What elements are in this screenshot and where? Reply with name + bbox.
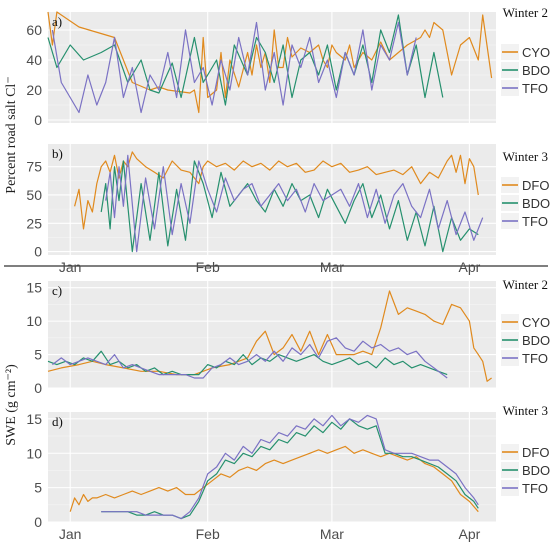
y-tick-label: 40 xyxy=(26,52,42,68)
ylabel-percent-road-salt: Percent road salt Cl⁻ xyxy=(4,76,19,193)
y-tick-label: 50 xyxy=(26,187,42,203)
y-tick-label: 60 xyxy=(26,22,42,38)
plot-background xyxy=(48,281,496,388)
series-line-bdo xyxy=(100,160,479,253)
y-tick-label: 75 xyxy=(26,159,42,175)
series-line-tfo xyxy=(51,21,417,114)
x-tick-label: Apr xyxy=(458,526,480,542)
series-line-dfo xyxy=(69,445,479,513)
y-tick-label: 0 xyxy=(34,380,42,396)
winter-label: Winter 2 xyxy=(503,5,548,20)
legend-label-cyo: CYO xyxy=(522,45,550,60)
panel-label: c) xyxy=(52,283,62,298)
y-tick-label: 0 xyxy=(34,244,42,260)
y-tick-label: 0 xyxy=(34,514,42,530)
x-tick-label: Feb xyxy=(196,259,220,275)
panel-label: a) xyxy=(52,14,62,29)
series-line-bdo xyxy=(47,350,448,376)
legend-label-dfo: DFO xyxy=(522,445,549,460)
y-tick-label: 15 xyxy=(26,411,42,427)
panel-d: 0 5 10 15 Jan Feb Mar Apr d) Winter 3 DFO BDO TFO xyxy=(26,403,550,542)
panel-label: b) xyxy=(52,146,63,161)
y-tick-label: 0 xyxy=(34,112,42,128)
legend-label-bdo: BDO xyxy=(522,196,550,211)
y-tick-label: 10 xyxy=(26,445,42,461)
winter-label: Winter 3 xyxy=(503,149,548,164)
legend-label-bdo: BDO xyxy=(522,463,550,478)
legend-label-bdo: BDO xyxy=(522,333,550,348)
legend-label-bdo: BDO xyxy=(522,63,550,78)
series-line-dfo xyxy=(74,151,479,230)
panel-b: 0 25 50 75 Jan Feb Mar Apr b) Winter 3 DFO BDO TFO xyxy=(26,144,550,275)
x-tick-label: Apr xyxy=(458,259,480,275)
series-line-bdo xyxy=(47,14,444,106)
legend-label-cyo: CYO xyxy=(522,315,550,330)
legend-label-tfo: TFO xyxy=(522,214,548,229)
plot-background xyxy=(48,412,496,522)
y-tick-label: 15 xyxy=(26,280,42,296)
winter-label: Winter 2 xyxy=(503,277,548,292)
series-line-tfo xyxy=(105,154,484,253)
winter-label: Winter 3 xyxy=(503,403,548,418)
x-tick-label: Mar xyxy=(320,526,344,542)
series-line-tfo xyxy=(101,414,479,520)
x-tick-label: Mar xyxy=(320,259,344,275)
plot-background xyxy=(48,12,496,123)
series-line-tfo xyxy=(52,337,448,379)
legend-label-tfo: TFO xyxy=(522,81,548,96)
y-tick-label: 5 xyxy=(34,347,42,363)
panel-c: 0 5 10 15 c) Winter 2 CYO BDO TFO xyxy=(26,277,550,396)
panel-a: 0 20 40 60 a) Winter 2 CYO BDO TFO xyxy=(26,5,550,128)
legend-label-tfo: TFO xyxy=(522,481,548,496)
x-tick-label: Jan xyxy=(59,259,82,275)
legend-label-tfo: TFO xyxy=(522,351,548,366)
y-tick-label: 10 xyxy=(26,313,42,329)
x-tick-label: Feb xyxy=(196,526,220,542)
ylabel-swe: SWE (g cm⁻²) xyxy=(4,364,19,446)
x-tick-label: Jan xyxy=(59,526,82,542)
y-tick-label: 25 xyxy=(26,215,42,231)
legend-label-dfo: DFO xyxy=(522,178,549,193)
panel-label: d) xyxy=(52,414,63,429)
y-tick-label: 5 xyxy=(34,480,42,496)
y-tick-label: 20 xyxy=(26,82,42,98)
